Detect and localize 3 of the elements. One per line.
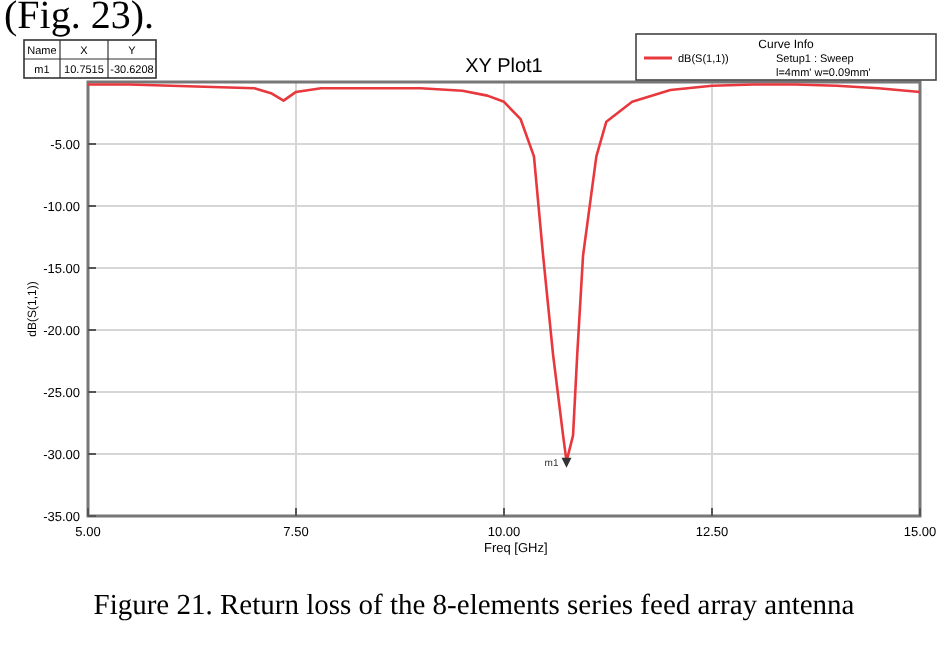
caption: Figure 21. Return loss of the 8-elements series feed array antenna [93,590,856,622]
chart-title: XY Plot1 [465,56,544,78]
text: (Fig. 23). [4,0,154,38]
